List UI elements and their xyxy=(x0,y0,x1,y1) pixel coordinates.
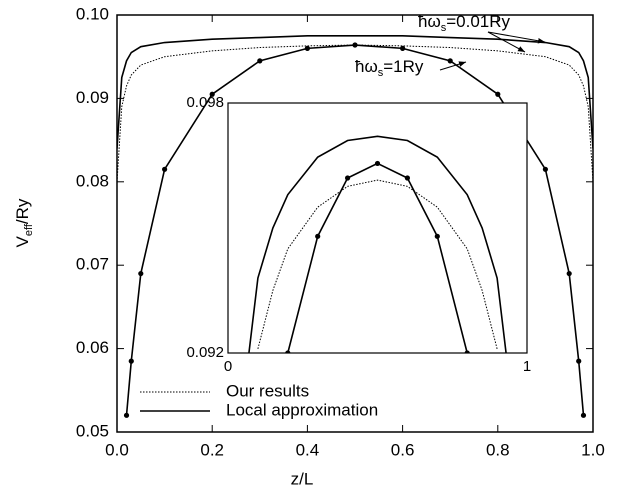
annotation-sub: s xyxy=(378,67,384,79)
legend-label: Our results xyxy=(226,381,309,400)
series-marker xyxy=(138,270,144,277)
main-plot xyxy=(117,35,593,418)
series-line xyxy=(117,35,593,149)
annotation-rest: =1Ry xyxy=(383,57,424,76)
series-marker xyxy=(434,233,440,239)
x-tick-label: 0.6 xyxy=(391,440,415,459)
y-label-main: V xyxy=(13,235,32,247)
inset-frame xyxy=(227,102,528,354)
series-marker xyxy=(162,166,168,172)
annotation-text: ħω xyxy=(355,57,378,76)
annotation: ħωs=1Ry xyxy=(355,57,424,78)
arrow xyxy=(439,61,467,71)
legend-label: Local approximation xyxy=(226,400,378,419)
y-tick-label: 0.08 xyxy=(76,171,109,190)
annotation-sub: s xyxy=(441,22,447,34)
series-marker xyxy=(285,350,291,353)
series-marker xyxy=(495,91,501,97)
series-marker xyxy=(580,412,587,418)
series-marker xyxy=(257,58,263,64)
annotation-text: ħω xyxy=(418,12,441,31)
y-tick-label: 0.07 xyxy=(76,255,109,274)
axes: 0.0 0.2 0.4 0.6 0.8 1.0 0.05 0.06 0.07 0.08 0.09 0.… xyxy=(76,4,605,459)
x-tick-label: 0.4 xyxy=(296,440,320,459)
y-tick-label: 0.09 xyxy=(76,88,109,107)
series-marker xyxy=(345,175,351,181)
series-marker xyxy=(304,45,310,51)
arrow xyxy=(487,31,526,53)
y-tick-label: 0.06 xyxy=(76,338,109,357)
x-axis-label: z/L xyxy=(291,469,314,488)
x-tick-label: 0.0 xyxy=(105,440,129,459)
series-marker xyxy=(315,233,321,239)
annotation-rest: =0.01Ry xyxy=(446,12,510,31)
series-marker xyxy=(404,175,410,181)
series-marker xyxy=(209,91,215,97)
y-tick-label: 0.05 xyxy=(76,421,109,440)
y-label-sub: eff xyxy=(23,223,35,236)
x-tick-label: 1.0 xyxy=(581,440,605,459)
inset-plot xyxy=(248,135,507,353)
y-tick-label: 0.10 xyxy=(76,4,109,23)
y-tick-label: 0.098 xyxy=(186,94,224,111)
series-line xyxy=(257,179,498,349)
y-tick-label: 0.092 xyxy=(186,344,224,361)
x-tick-label: 0 xyxy=(224,358,232,375)
x-tick-label: 0.2 xyxy=(200,440,224,459)
series-marker xyxy=(123,412,130,418)
series-marker xyxy=(400,45,406,51)
series-marker xyxy=(566,270,572,277)
series-marker xyxy=(464,350,470,353)
series-marker xyxy=(576,358,582,364)
series-marker xyxy=(447,58,453,64)
main-frame xyxy=(116,14,594,433)
series-marker xyxy=(374,160,381,167)
series-line xyxy=(117,44,593,182)
arrow xyxy=(487,31,546,44)
series-line xyxy=(248,135,507,353)
x-tick-label: 0.8 xyxy=(486,440,510,459)
series-marker xyxy=(128,358,134,364)
series-marker xyxy=(352,42,358,48)
annotation: ħωs=0.01Ry xyxy=(418,12,511,33)
x-tick-label: 1 xyxy=(523,358,531,375)
y-label-rest: /Ry xyxy=(13,198,32,224)
y-axis-label: Veff/Ry xyxy=(13,198,34,247)
series-marker xyxy=(542,166,549,172)
